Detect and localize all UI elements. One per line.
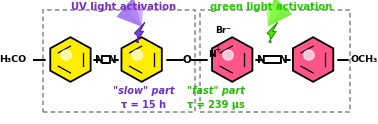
Polygon shape [116, 0, 142, 27]
Text: N: N [257, 55, 266, 64]
Text: τ = 239 μs: τ = 239 μs [187, 100, 245, 110]
Text: OCH₃: OCH₃ [350, 55, 377, 64]
Polygon shape [267, 22, 277, 43]
Polygon shape [266, 3, 282, 27]
Polygon shape [134, 22, 145, 43]
Text: Br⁻: Br⁻ [215, 26, 232, 35]
Text: "fast" part: "fast" part [187, 86, 245, 95]
Ellipse shape [61, 50, 71, 60]
Ellipse shape [304, 50, 314, 60]
Ellipse shape [223, 50, 233, 60]
Text: "slow" part: "slow" part [113, 86, 174, 95]
Text: N: N [279, 55, 288, 64]
Ellipse shape [132, 50, 143, 60]
Polygon shape [121, 37, 162, 82]
Text: +: + [214, 45, 221, 54]
Text: N: N [95, 55, 104, 64]
Polygon shape [212, 37, 253, 82]
Text: H₃CO: H₃CO [0, 55, 26, 64]
Polygon shape [127, 3, 143, 27]
Text: green light activation: green light activation [210, 2, 332, 12]
Text: N: N [108, 55, 117, 64]
Text: O: O [183, 55, 191, 64]
Polygon shape [50, 37, 91, 82]
Text: τ = 15 h: τ = 15 h [121, 100, 166, 110]
Polygon shape [268, 0, 292, 27]
Text: UV light activation: UV light activation [71, 2, 177, 12]
Text: N: N [209, 50, 216, 59]
Polygon shape [293, 37, 333, 82]
